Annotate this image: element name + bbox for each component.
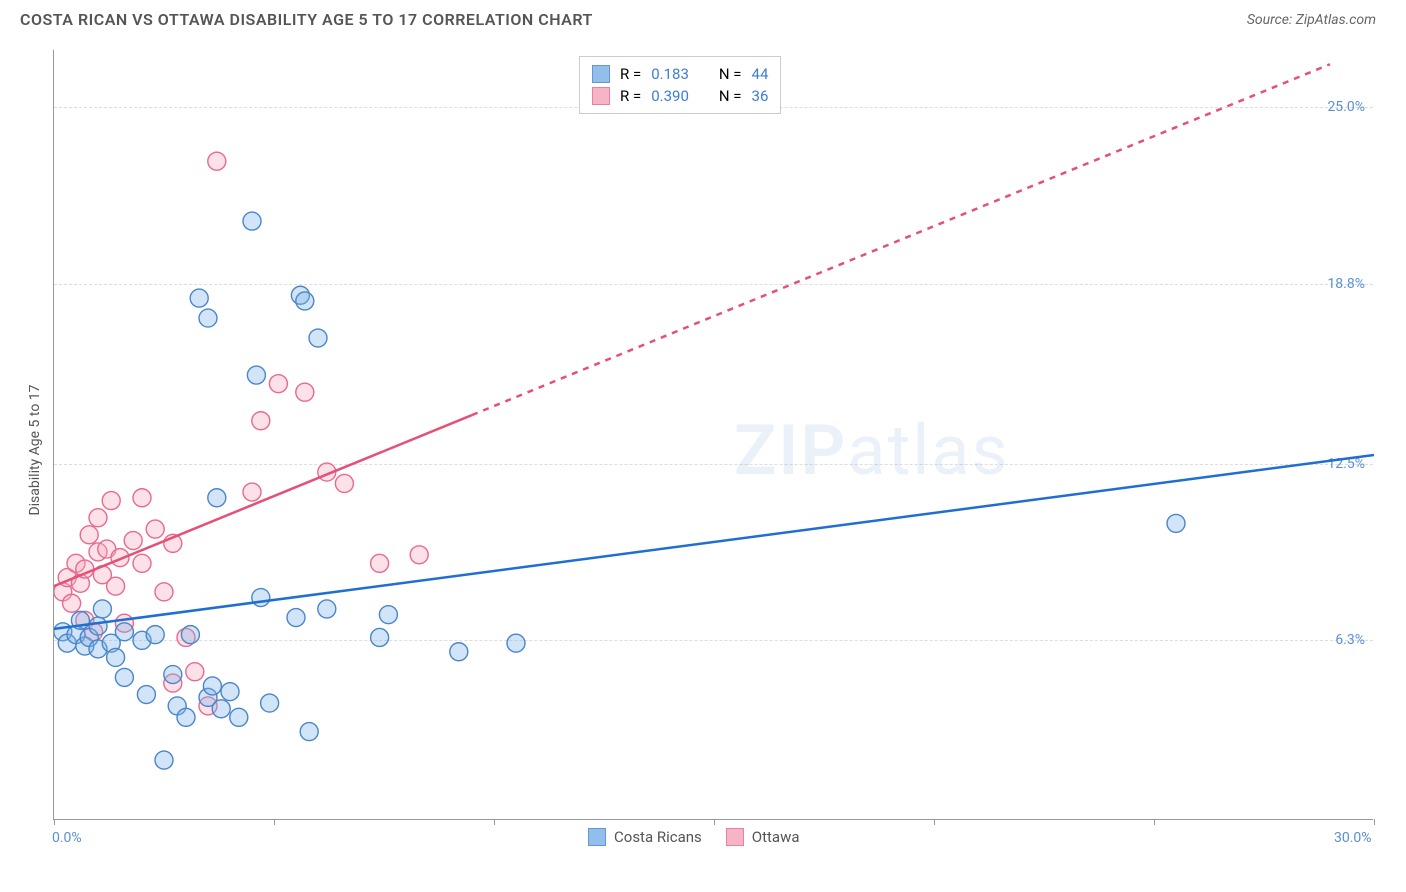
trend-line bbox=[54, 455, 1374, 629]
data-point-costa-ricans bbox=[137, 686, 155, 704]
data-point-ottawa bbox=[335, 474, 353, 492]
source-credit: Source: ZipAtlas.com bbox=[1247, 12, 1376, 28]
data-point-ottawa bbox=[252, 412, 270, 430]
data-point-costa-ricans bbox=[287, 609, 305, 627]
data-point-costa-ricans bbox=[1167, 514, 1185, 532]
chart-container: Disability Age 5 to 17 R = 0.183 N = 44 … bbox=[45, 50, 1385, 850]
x-tick-label: 30.0% bbox=[1334, 830, 1372, 846]
data-point-costa-ricans bbox=[155, 751, 173, 769]
data-point-costa-ricans bbox=[115, 668, 133, 686]
legend-label-ottawa: Ottawa bbox=[752, 828, 800, 846]
correlation-stats-legend: R = 0.183 N = 44 R = 0.390 N = 36 bbox=[579, 56, 781, 114]
data-point-costa-ricans bbox=[221, 683, 239, 701]
data-point-ottawa bbox=[269, 375, 287, 393]
data-point-costa-ricans bbox=[379, 606, 397, 624]
scatter-svg bbox=[54, 50, 1374, 820]
data-point-costa-ricans bbox=[199, 309, 217, 327]
data-point-costa-ricans bbox=[146, 626, 164, 644]
chart-title: COSTA RICAN VS OTTAWA DISABILITY AGE 5 T… bbox=[20, 10, 593, 29]
data-point-costa-ricans bbox=[507, 634, 525, 652]
stats-row-costa-ricans: R = 0.183 N = 44 bbox=[592, 63, 768, 85]
data-point-costa-ricans bbox=[212, 700, 230, 718]
data-point-ottawa bbox=[133, 554, 151, 572]
data-point-costa-ricans bbox=[252, 589, 270, 607]
r-label: R = bbox=[620, 65, 641, 83]
data-point-costa-ricans bbox=[450, 643, 468, 661]
data-point-ottawa bbox=[124, 532, 142, 550]
data-point-costa-ricans bbox=[177, 708, 195, 726]
chart-header: COSTA RICAN VS OTTAWA DISABILITY AGE 5 T… bbox=[0, 0, 1406, 29]
swatch-ottawa bbox=[592, 87, 610, 105]
data-point-costa-ricans bbox=[107, 648, 125, 666]
data-point-costa-ricans bbox=[300, 723, 318, 741]
legend-label-costa-ricans: Costa Ricans bbox=[614, 828, 702, 846]
r-value-costa-ricans: 0.183 bbox=[651, 65, 689, 83]
r-label: R = bbox=[620, 87, 641, 105]
plot-area: R = 0.183 N = 44 R = 0.390 N = 36 ZIPatl… bbox=[53, 50, 1373, 820]
swatch-costa-ricans bbox=[588, 828, 606, 846]
data-point-costa-ricans bbox=[208, 489, 226, 507]
n-value-costa-ricans: 44 bbox=[752, 65, 769, 83]
data-point-ottawa bbox=[89, 509, 107, 527]
x-tick bbox=[1374, 819, 1375, 825]
trend-line bbox=[472, 64, 1330, 415]
data-point-costa-ricans bbox=[261, 694, 279, 712]
x-tick-label: 0.0% bbox=[52, 830, 82, 846]
data-point-ottawa bbox=[146, 520, 164, 538]
n-label: N = bbox=[719, 87, 742, 105]
data-point-costa-ricans bbox=[243, 212, 261, 230]
data-point-costa-ricans bbox=[296, 292, 314, 310]
legend-item-costa-ricans: Costa Ricans bbox=[588, 828, 702, 846]
data-point-ottawa bbox=[63, 594, 81, 612]
r-value-ottawa: 0.390 bbox=[651, 87, 689, 105]
data-point-costa-ricans bbox=[93, 600, 111, 618]
n-value-ottawa: 36 bbox=[752, 87, 769, 105]
data-point-ottawa bbox=[208, 152, 226, 170]
data-point-costa-ricans bbox=[371, 628, 389, 646]
series-legend: Costa Ricans Ottawa bbox=[588, 828, 800, 846]
legend-item-ottawa: Ottawa bbox=[726, 828, 800, 846]
data-point-costa-ricans bbox=[318, 600, 336, 618]
data-point-costa-ricans bbox=[247, 366, 265, 384]
data-point-ottawa bbox=[371, 554, 389, 572]
data-point-costa-ricans bbox=[230, 708, 248, 726]
swatch-ottawa bbox=[726, 828, 744, 846]
data-point-ottawa bbox=[410, 546, 428, 564]
data-point-costa-ricans bbox=[115, 623, 133, 641]
data-point-costa-ricans bbox=[164, 666, 182, 684]
data-point-ottawa bbox=[296, 383, 314, 401]
stats-row-ottawa: R = 0.390 N = 36 bbox=[592, 85, 768, 107]
y-axis-label: Disability Age 5 to 17 bbox=[27, 384, 43, 515]
data-point-ottawa bbox=[102, 492, 120, 510]
swatch-costa-ricans bbox=[592, 65, 610, 83]
n-label: N = bbox=[719, 65, 742, 83]
data-point-costa-ricans bbox=[181, 626, 199, 644]
data-point-ottawa bbox=[243, 483, 261, 501]
data-point-ottawa bbox=[155, 583, 173, 601]
data-point-ottawa bbox=[186, 663, 204, 681]
data-point-costa-ricans bbox=[190, 289, 208, 307]
data-point-costa-ricans bbox=[203, 677, 221, 695]
data-point-ottawa bbox=[107, 577, 125, 595]
data-point-ottawa bbox=[133, 489, 151, 507]
data-point-ottawa bbox=[80, 526, 98, 544]
data-point-costa-ricans bbox=[89, 617, 107, 635]
data-point-costa-ricans bbox=[309, 329, 327, 347]
